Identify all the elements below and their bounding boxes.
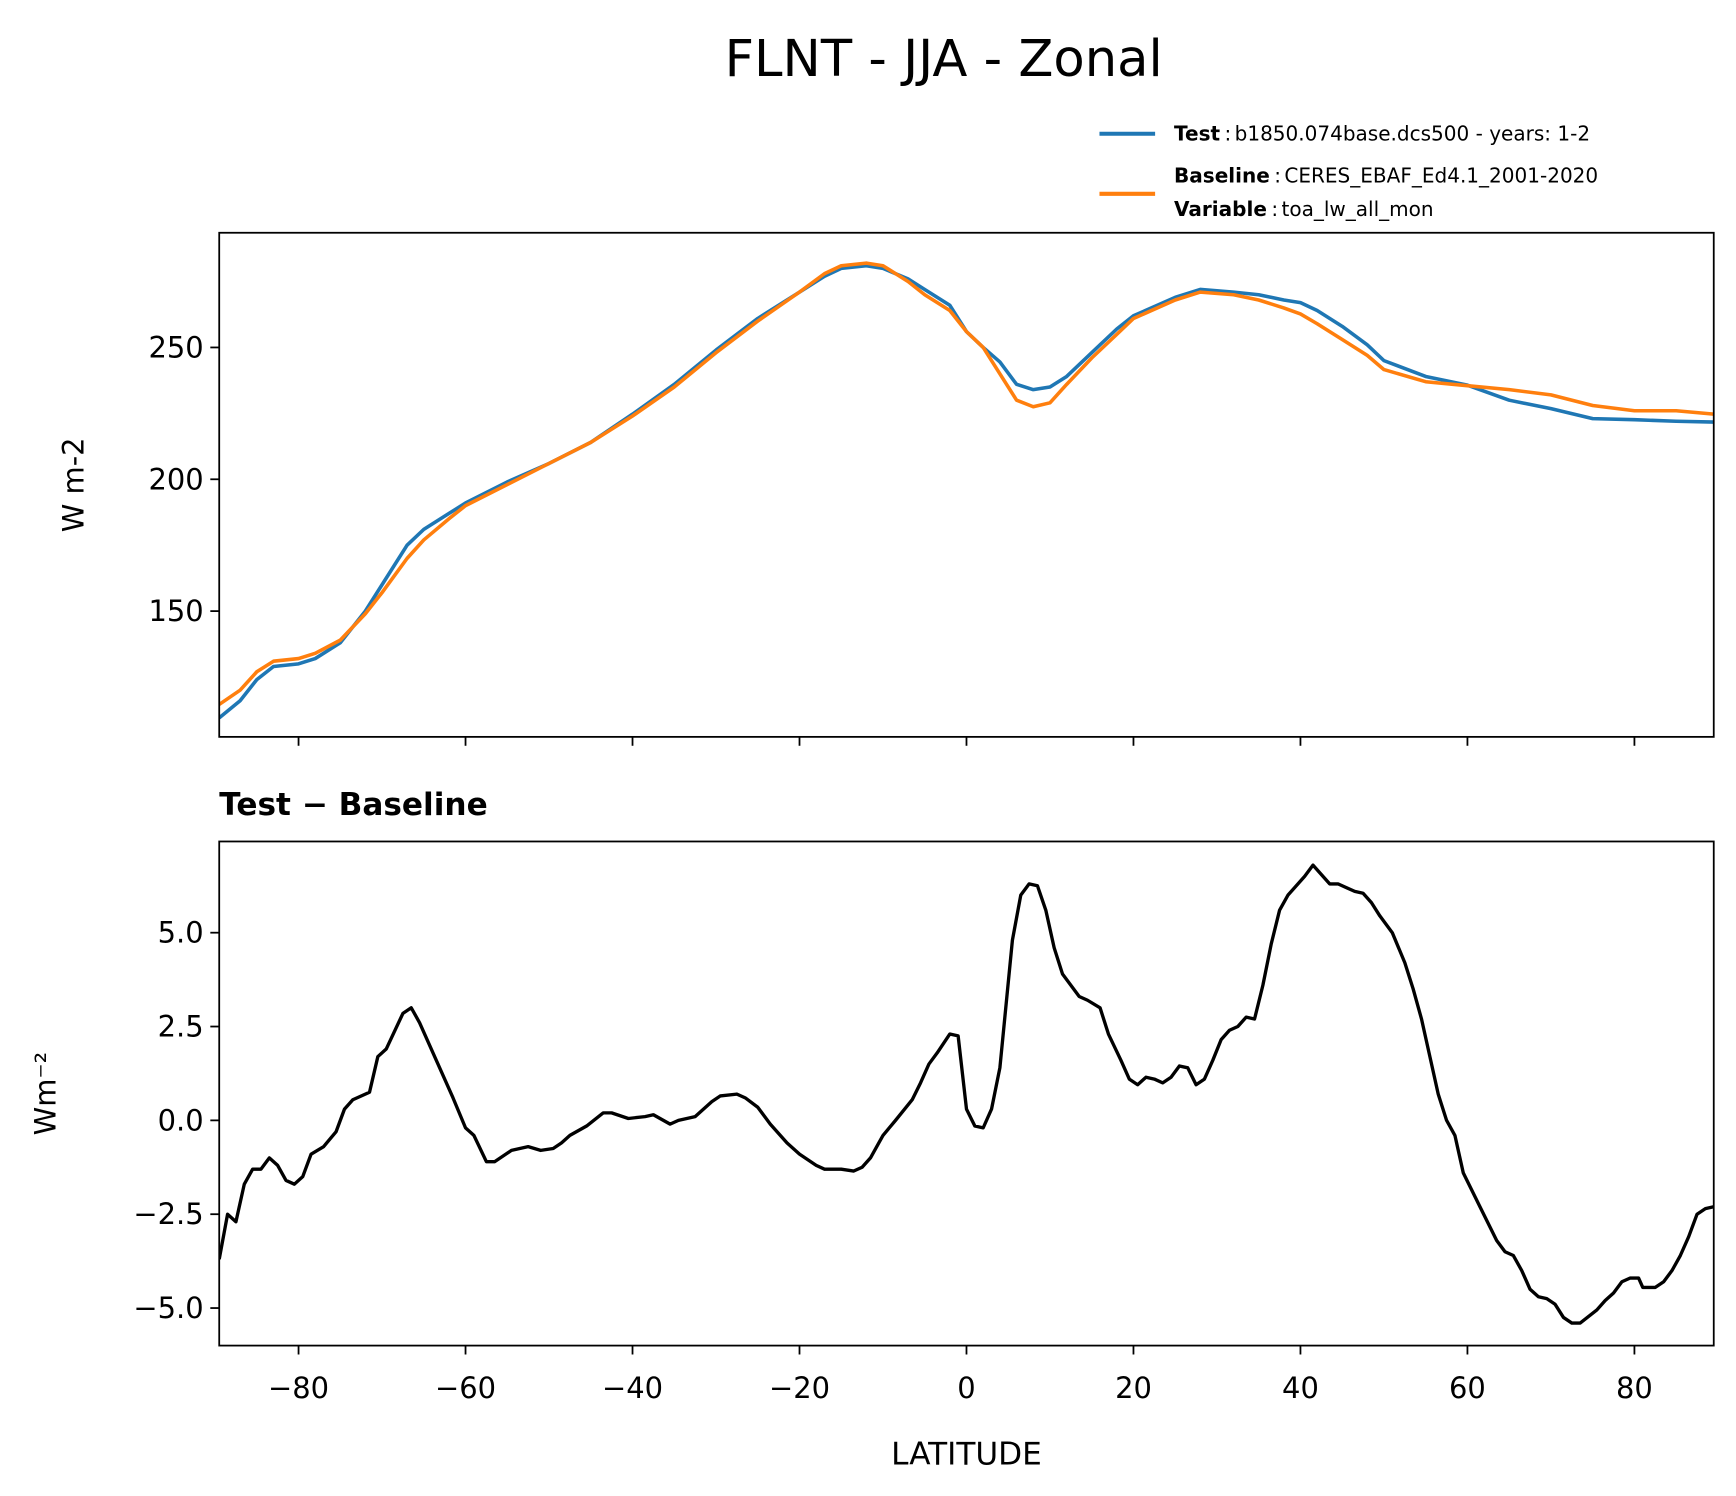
legend-description: CERES_EBAF_Ed4.1_2001-2020 bbox=[1284, 164, 1598, 188]
legend-separator: : bbox=[1274, 164, 1281, 188]
x-tick-label: 20 bbox=[1115, 1371, 1152, 1405]
legend-name: Variable bbox=[1174, 197, 1267, 221]
y-axis-label: W m-2 bbox=[56, 437, 90, 532]
panel-title: Test − Baseline bbox=[219, 787, 487, 823]
figure-title: FLNT - JJA - Zonal bbox=[725, 29, 1163, 89]
legend-description: toa_lw_all_mon bbox=[1281, 197, 1433, 221]
x-tick-label: 0 bbox=[957, 1371, 975, 1405]
data-line bbox=[219, 261, 1714, 706]
plot-frame bbox=[218, 840, 1715, 1347]
legend-entry: Test: b1850.074base.dcs500 - years: 1-2 bbox=[1174, 121, 1590, 145]
legend-entry: Variable: toa_lw_all_mon bbox=[1174, 197, 1434, 221]
y-tick-label: 150 bbox=[148, 594, 203, 628]
y-tick-label: 200 bbox=[148, 462, 203, 496]
data-line bbox=[219, 863, 1714, 1325]
legend-separator: : bbox=[1271, 197, 1278, 221]
legend-entry: Baseline: CERES_EBAF_Ed4.1_2001-2020 bbox=[1174, 164, 1598, 188]
x-axis-label: LATITUDE bbox=[891, 1437, 1042, 1473]
x-tick-label: 80 bbox=[1616, 1371, 1653, 1405]
x-tick-label: 40 bbox=[1282, 1371, 1319, 1405]
x-tick-label: −60 bbox=[435, 1371, 496, 1405]
legend-description: b1850.074base.dcs500 - years: 1-2 bbox=[1235, 121, 1590, 145]
y-tick-label: −5.0 bbox=[133, 1291, 203, 1325]
y-tick-label: 5.0 bbox=[158, 916, 204, 950]
x-tick-label: −40 bbox=[602, 1371, 663, 1405]
y-tick-label: 2.5 bbox=[158, 1010, 204, 1044]
legend-separator: : bbox=[1225, 121, 1232, 145]
x-tick-label: −80 bbox=[268, 1371, 329, 1405]
legend-name: Baseline bbox=[1174, 164, 1270, 188]
y-tick-label: −2.5 bbox=[133, 1197, 203, 1231]
x-tick-label: −20 bbox=[769, 1371, 830, 1405]
x-tick-label: 60 bbox=[1449, 1371, 1486, 1405]
legend-name: Test bbox=[1174, 121, 1220, 145]
y-tick-label: 250 bbox=[148, 330, 203, 364]
y-tick-label: 0.0 bbox=[158, 1103, 204, 1137]
y-axis-label: Wm⁻² bbox=[29, 1052, 63, 1136]
plot-frame bbox=[218, 231, 1715, 738]
